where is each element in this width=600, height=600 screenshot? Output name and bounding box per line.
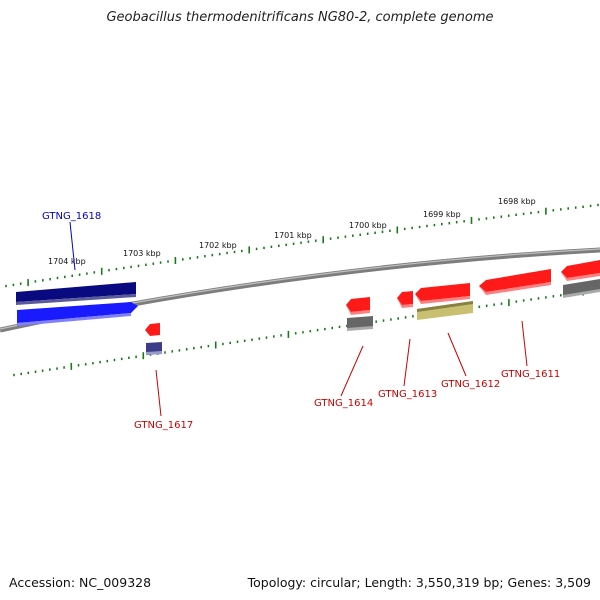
leader-gtng-1613 xyxy=(403,338,411,387)
leader-gtng-1611 xyxy=(521,320,528,367)
label-gtng-1612[interactable]: GTNG_1612 xyxy=(441,379,500,390)
gene-gtng-1613[interactable] xyxy=(397,291,413,305)
scale-labels: 1704 kbp 1703 kbp 1702 kbp 1701 kbp 1700… xyxy=(48,197,536,266)
map-title: Geobacillus thermodenitrificans NG80-2, … xyxy=(106,10,494,25)
leader-gtng-1614 xyxy=(340,345,364,397)
gene-labels: GTNG_1618 GTNG_1617 GTNG_1614 GTNG_1613 … xyxy=(42,211,560,431)
accession-text: Accession: NC_009328 xyxy=(9,575,152,590)
cds-gtng-1614-shade xyxy=(347,326,373,331)
forward-strand-features xyxy=(16,282,138,326)
gene-gtng-1613-shade xyxy=(397,298,413,308)
leader-lines xyxy=(69,221,528,417)
label-gtng-1617[interactable]: GTNG_1617 xyxy=(134,420,193,431)
gene-gtng-1618[interactable] xyxy=(17,302,138,323)
gene-edge-red-shade xyxy=(561,272,600,281)
label-gtng-1618[interactable]: GTNG_1618 xyxy=(42,211,101,222)
gene-gtng-1611-shade xyxy=(479,282,551,295)
gene-gtng-1612[interactable] xyxy=(415,283,470,301)
scale-label-1702: 1702 kbp xyxy=(199,241,237,250)
cds-gtng-1618-shade xyxy=(16,294,136,305)
leader-gtng-1612 xyxy=(447,332,467,377)
scale-label-1701: 1701 kbp xyxy=(274,231,312,240)
leader-gtng-1617 xyxy=(155,369,162,417)
gene-gtng-1612-shade xyxy=(415,294,470,304)
scale-label-1698: 1698 kbp xyxy=(498,197,536,206)
gene-edge-red[interactable] xyxy=(561,260,600,278)
cds-gtng-1612-shade xyxy=(417,301,473,312)
label-gtng-1613[interactable]: GTNG_1613 xyxy=(378,389,437,400)
label-gtng-1611[interactable]: GTNG_1611 xyxy=(501,369,560,380)
cds-gtng-1618[interactable] xyxy=(16,282,136,302)
genome-summary-text: Topology: circular; Length: 3,550,319 bp… xyxy=(247,575,591,590)
gene-gtng-1617[interactable] xyxy=(145,323,160,336)
label-gtng-1614[interactable]: GTNG_1614 xyxy=(314,398,373,409)
scale-label-1699: 1699 kbp xyxy=(423,210,461,219)
gene-gtng-1614-shade xyxy=(346,305,370,315)
gene-gtng-1618-shade xyxy=(17,313,131,326)
cds-edge-grey-shade xyxy=(563,289,600,298)
inner-scale-track xyxy=(13,288,599,377)
scale-label-1704: 1704 kbp xyxy=(48,257,86,266)
outer-scale-track xyxy=(5,203,599,288)
reverse-strand-features xyxy=(145,260,600,355)
scale-label-1700: 1700 kbp xyxy=(349,221,387,230)
gene-gtng-1614[interactable] xyxy=(346,297,370,312)
cds-gtng-1617-shade xyxy=(146,351,162,355)
scale-label-1703: 1703 kbp xyxy=(123,249,161,258)
leader-gtng-1618 xyxy=(69,221,76,271)
gene-gtng-1611[interactable] xyxy=(479,269,551,292)
